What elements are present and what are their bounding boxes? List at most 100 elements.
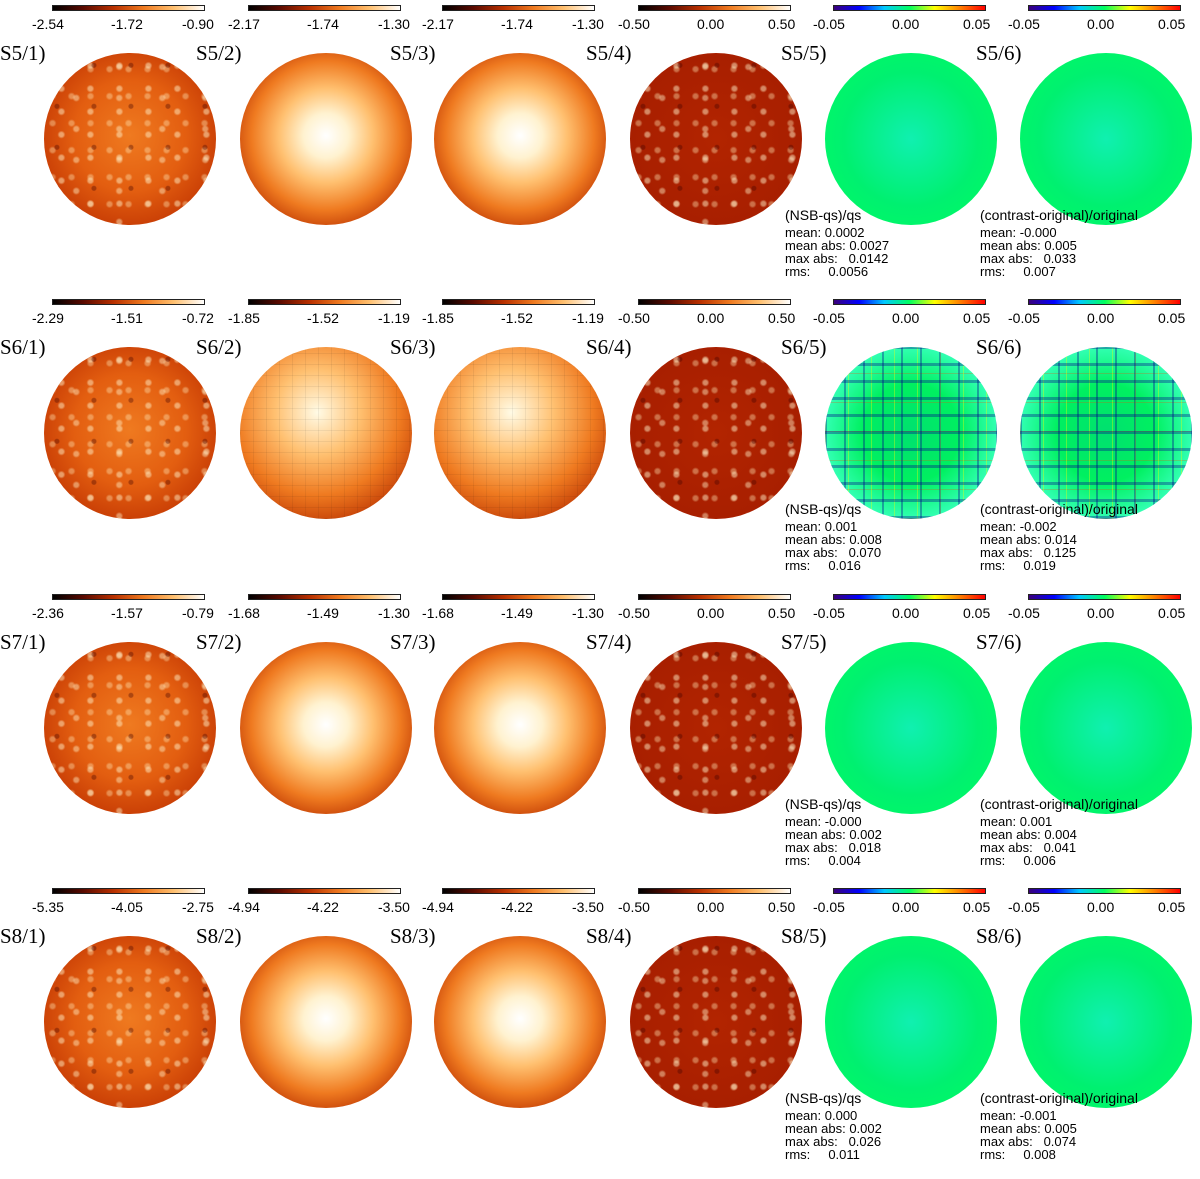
solar-disk-image (825, 53, 997, 225)
colorbar-tick-label: -1.85 (228, 310, 260, 326)
colorbar-tick-labels: -1.68 -1.49 -1.30 (390, 605, 604, 621)
colorbar-tick-label: 0.00 (892, 899, 920, 915)
colorbar-tick-label: -0.05 (1008, 16, 1040, 32)
colorbar (248, 594, 401, 600)
colorbar-tick-label: -1.49 (501, 605, 533, 621)
colorbar (1028, 594, 1181, 600)
colorbar-tick-label: -4.22 (501, 899, 533, 915)
colorbar-tick-label: 0.50 (768, 16, 796, 32)
statistics-block: (contrast-original)/original mean: -0.002… (980, 502, 1180, 573)
statistics-line: mean: -0.000 (980, 225, 1057, 240)
statistics-line: rms: 0.019 (980, 558, 1056, 573)
colorbar-tick-label: 0.05 (963, 16, 991, 32)
statistics-block: (NSB-qs)/qs mean: -0.000 mean abs: 0.002 ma… (785, 796, 985, 867)
statistics-line: mean: 0.001 (980, 814, 1053, 829)
colorbar (52, 299, 205, 305)
colorbar-tick-label: 0.00 (697, 310, 725, 326)
colorbar (52, 594, 205, 600)
colorbar-tick-label: -5.35 (32, 899, 64, 915)
image-panel: -2.36 -1.57 -0.79 S7/1) (0, 589, 216, 883)
colorbar (638, 299, 791, 305)
image-panel: -0.05 0.00 0.05 S7/6) (contrast-original)/or… (976, 589, 1192, 883)
colorbar-tick-labels: -2.36 -1.57 -0.79 (0, 605, 214, 621)
colorbar-tick-label: 0.00 (892, 16, 920, 32)
colorbar-tick-labels: -5.35 -4.05 -2.75 (0, 899, 214, 915)
colorbar-tick-label: 0.00 (1087, 605, 1115, 621)
colorbar-tick-label: -4.05 (111, 899, 143, 915)
colorbar-tick-label: -4.22 (307, 899, 339, 915)
statistics-block: (contrast-original)/original mean: -0.000… (980, 208, 1180, 278)
panel-label: S6/4) (586, 335, 634, 360)
colorbar-tick-label: -1.57 (111, 605, 143, 621)
statistics-title: (NSB-qs)/qs (785, 501, 862, 517)
colorbar-tick-labels: -1.68 -1.49 -1.30 (196, 605, 410, 621)
statistics-line: mean: 0.001 (785, 519, 858, 534)
panel-label: S8/3) (390, 924, 438, 949)
solar-disk-image (434, 347, 606, 519)
panel-label: S7/5) (781, 630, 829, 655)
statistics-line: max abs: 0.074 (980, 1134, 1077, 1149)
image-panel: -1.68 -1.49 -1.30 S7/2) (196, 589, 412, 883)
colorbar-tick-labels: -2.17 -1.74 -1.30 (390, 16, 604, 32)
colorbar (248, 5, 401, 11)
colorbar-tick-labels: -0.50 0.00 0.50 (586, 16, 795, 32)
panel-label: S7/4) (586, 630, 634, 655)
solar-disk-image (1020, 53, 1192, 225)
panel-label: S5/2) (196, 41, 244, 66)
colorbar-tick-label: -1.74 (501, 16, 533, 32)
statistics-title: (NSB-qs)/qs (785, 207, 862, 223)
solar-disk-image (630, 53, 802, 225)
panel-label: S5/6) (976, 41, 1024, 66)
image-panel: -2.17 -1.74 -1.30 S5/2) (196, 0, 412, 294)
colorbar (833, 594, 986, 600)
colorbar-tick-label: -0.05 (813, 16, 845, 32)
colorbar-tick-label: 0.50 (768, 310, 796, 326)
colorbar-tick-label: -1.72 (111, 16, 143, 32)
panel-label: S7/1) (0, 630, 48, 655)
colorbar-tick-label: 0.00 (1087, 899, 1115, 915)
solar-disk-image (44, 642, 216, 814)
colorbar-tick-label: -3.50 (378, 899, 410, 915)
colorbar-tick-labels: -2.29 -1.51 -0.72 (0, 310, 214, 326)
statistics-line: rms: 0.0056 (785, 264, 869, 279)
colorbar-tick-label: -2.17 (228, 16, 260, 32)
colorbar-tick-label: -0.05 (1008, 310, 1040, 326)
panel-label: S6/2) (196, 335, 244, 360)
solar-disk-image (825, 642, 997, 814)
solar-disk-image (434, 642, 606, 814)
colorbar-tick-label: 0.00 (1087, 16, 1115, 32)
colorbar-tick-label: -2.75 (182, 899, 214, 915)
colorbar (638, 888, 791, 894)
image-panel: -2.17 -1.74 -1.30 S5/3) (390, 0, 606, 294)
solar-disk-image (630, 347, 802, 519)
solar-disk-image (630, 936, 802, 1108)
image-panel: -1.85 -1.52 -1.19 S6/3) (390, 294, 606, 588)
statistics-title: (NSB-qs)/qs (785, 796, 862, 812)
colorbar-tick-label: -1.19 (572, 310, 604, 326)
colorbar (442, 299, 595, 305)
colorbar-tick-labels: -0.05 0.00 0.05 (781, 310, 990, 326)
colorbar-tick-labels: -0.05 0.00 0.05 (781, 605, 990, 621)
colorbar-tick-label: 0.00 (892, 310, 920, 326)
colorbar (442, 888, 595, 894)
colorbar (1028, 5, 1181, 11)
colorbar-tick-label: 0.05 (1158, 310, 1186, 326)
colorbar (52, 888, 205, 894)
colorbar-tick-labels: -0.05 0.00 0.05 (976, 310, 1185, 326)
colorbar-tick-labels: -0.05 0.00 0.05 (976, 605, 1185, 621)
solar-disk-image (434, 936, 606, 1108)
panel-label: S6/3) (390, 335, 438, 360)
colorbar (638, 5, 791, 11)
colorbar-tick-label: -2.54 (32, 16, 64, 32)
solar-disk-image (240, 936, 412, 1108)
colorbar-tick-label: -1.49 (307, 605, 339, 621)
colorbar-tick-label: 0.05 (1158, 899, 1186, 915)
image-panel: -2.29 -1.51 -0.72 S6/1) (0, 294, 216, 588)
panel-label: S8/5) (781, 924, 829, 949)
colorbar-tick-label: -1.30 (572, 16, 604, 32)
colorbar (52, 5, 205, 11)
statistics-title: (NSB-qs)/qs (785, 1090, 862, 1106)
colorbar-tick-labels: -0.05 0.00 0.05 (976, 16, 1185, 32)
statistics-title: (contrast-original)/original (980, 1090, 1138, 1106)
solar-disk-image (44, 347, 216, 519)
